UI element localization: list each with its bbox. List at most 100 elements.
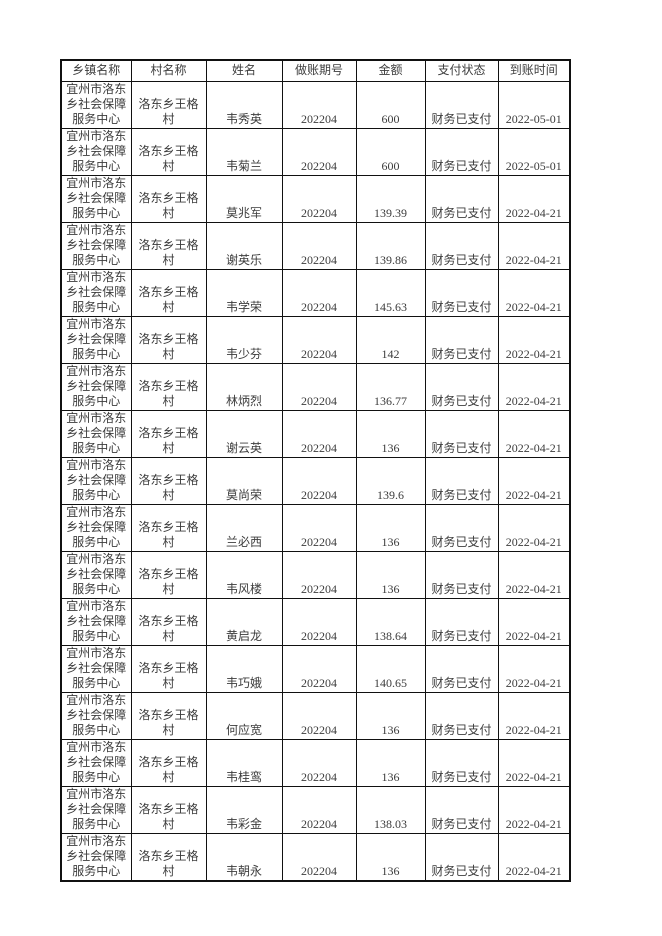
table-cell-status: 财务已支付 <box>424 833 499 882</box>
table-cell-township: 宜州市洛东乡社会保障服务中心 <box>60 363 132 411</box>
table-cell-date: 2022-04-21 <box>497 739 571 787</box>
table-cell-name: 林炳烈 <box>205 363 283 411</box>
table-cell-village: 洛东乡王格村 <box>130 363 207 411</box>
table-row: 宜州市洛东乡社会保障服务中心 洛东乡王格村 韦少芬 202204 142 财务已支付 202… <box>60 316 571 364</box>
table-cell-date: 2022-04-21 <box>497 598 571 646</box>
table-cell-period: 202204 <box>281 739 357 787</box>
table-cell-date: 2022-04-21 <box>497 645 571 693</box>
table-cell-amount: 136 <box>355 504 426 552</box>
table-cell-period: 202204 <box>281 457 357 505</box>
table-row: 宜州市洛东乡社会保障服务中心 洛东乡王格村 韦风楼 202204 136 财务已支付 202… <box>60 551 571 599</box>
table-cell-amount: 136 <box>355 692 426 740</box>
table-cell-status: 财务已支付 <box>424 128 499 176</box>
table-cell-village: 洛东乡王格村 <box>130 504 207 552</box>
table-cell-amount: 600 <box>355 81 426 129</box>
table-cell-township: 宜州市洛东乡社会保障服务中心 <box>60 833 132 882</box>
table-cell-township: 宜州市洛东乡社会保障服务中心 <box>60 222 132 270</box>
table-cell-amount: 138.64 <box>355 598 426 646</box>
table-row: 宜州市洛东乡社会保障服务中心 洛东乡王格村 韦朝永 202204 136 财务已支付 202… <box>60 833 571 882</box>
table-cell-period: 202204 <box>281 128 357 176</box>
table-row: 宜州市洛东乡社会保障服务中心 洛东乡王格村 韦秀英 202204 600 财务已支付 202… <box>60 81 571 129</box>
table-cell-village: 洛东乡王格村 <box>130 786 207 834</box>
table-cell-date: 2022-04-21 <box>497 363 571 411</box>
table-cell-period: 202204 <box>281 316 357 364</box>
table-cell-name: 韦彩金 <box>205 786 283 834</box>
table-row: 宜州市洛东乡社会保障服务中心 洛东乡王格村 黄启龙 202204 138.64 财务已支付… <box>60 598 571 646</box>
table-cell-village: 洛东乡王格村 <box>130 410 207 458</box>
column-header-status: 支付状态 <box>424 59 499 82</box>
table-row: 宜州市洛东乡社会保障服务中心 洛东乡王格村 何应宽 202204 136 财务已支付 202… <box>60 692 571 740</box>
table-cell-village: 洛东乡王格村 <box>130 739 207 787</box>
table-cell-date: 2022-04-21 <box>497 786 571 834</box>
table-cell-date: 2022-04-21 <box>497 551 571 599</box>
table-cell-name: 谢云英 <box>205 410 283 458</box>
table-cell-name: 韦朝永 <box>205 833 283 882</box>
table-cell-township: 宜州市洛东乡社会保障服务中心 <box>60 175 132 223</box>
table-cell-township: 宜州市洛东乡社会保障服务中心 <box>60 316 132 364</box>
table-cell-village: 洛东乡王格村 <box>130 645 207 693</box>
table-cell-name: 韦巧娥 <box>205 645 283 693</box>
table-cell-period: 202204 <box>281 504 357 552</box>
table-row: 宜州市洛东乡社会保障服务中心 洛东乡王格村 韦菊兰 202204 600 财务已支付 202… <box>60 128 571 176</box>
table-cell-amount: 136 <box>355 739 426 787</box>
table-cell-township: 宜州市洛东乡社会保障服务中心 <box>60 81 132 129</box>
table-cell-township: 宜州市洛东乡社会保障服务中心 <box>60 128 132 176</box>
table-cell-period: 202204 <box>281 786 357 834</box>
table-cell-township: 宜州市洛东乡社会保障服务中心 <box>60 739 132 787</box>
table-cell-name: 韦风楼 <box>205 551 283 599</box>
table-cell-date: 2022-04-21 <box>497 222 571 270</box>
table-cell-name: 黄启龙 <box>205 598 283 646</box>
table-cell-village: 洛东乡王格村 <box>130 222 207 270</box>
table-cell-village: 洛东乡王格村 <box>130 598 207 646</box>
table-cell-period: 202204 <box>281 645 357 693</box>
payment-records-table: 乡镇名称 村名称 姓名 做账期号 金额 支付状态 到账时间 宜州市洛东乡社会保障… <box>60 59 571 882</box>
table-cell-amount: 138.03 <box>355 786 426 834</box>
table-cell-date: 2022-04-21 <box>497 833 571 882</box>
table-cell-amount: 136 <box>355 551 426 599</box>
table-cell-date: 2022-04-21 <box>497 504 571 552</box>
table-cell-township: 宜州市洛东乡社会保障服务中心 <box>60 645 132 693</box>
table-cell-amount: 142 <box>355 316 426 364</box>
table-cell-name: 兰必西 <box>205 504 283 552</box>
table-cell-township: 宜州市洛东乡社会保障服务中心 <box>60 457 132 505</box>
table-cell-name: 韦桂鸾 <box>205 739 283 787</box>
table-cell-period: 202204 <box>281 833 357 882</box>
table-cell-status: 财务已支付 <box>424 175 499 223</box>
table-row: 宜州市洛东乡社会保障服务中心 洛东乡王格村 韦桂鸾 202204 136 财务已支付 202… <box>60 739 571 787</box>
table-cell-amount: 145.63 <box>355 269 426 317</box>
table-cell-township: 宜州市洛东乡社会保障服务中心 <box>60 598 132 646</box>
table-cell-name: 韦秀英 <box>205 81 283 129</box>
table-cell-village: 洛东乡王格村 <box>130 269 207 317</box>
table-cell-village: 洛东乡王格村 <box>130 175 207 223</box>
table-cell-status: 财务已支付 <box>424 692 499 740</box>
table-row: 宜州市洛东乡社会保障服务中心 洛东乡王格村 莫兆军 202204 139.39 财务已支付… <box>60 175 571 223</box>
table-cell-village: 洛东乡王格村 <box>130 692 207 740</box>
table-cell-township: 宜州市洛东乡社会保障服务中心 <box>60 504 132 552</box>
table-cell-period: 202204 <box>281 81 357 129</box>
table-cell-date: 2022-04-21 <box>497 410 571 458</box>
table-row: 宜州市洛东乡社会保障服务中心 洛东乡王格村 莫尚荣 202204 139.6 财务已支付 2… <box>60 457 571 505</box>
table-row: 宜州市洛东乡社会保障服务中心 洛东乡王格村 韦彩金 202204 138.03 财务已支付… <box>60 786 571 834</box>
table-cell-township: 宜州市洛东乡社会保障服务中心 <box>60 786 132 834</box>
table-cell-village: 洛东乡王格村 <box>130 551 207 599</box>
table-cell-status: 财务已支付 <box>424 222 499 270</box>
table-body: 宜州市洛东乡社会保障服务中心 洛东乡王格村 韦秀英 202204 600 财务已支付 202… <box>60 81 571 882</box>
table-cell-amount: 136 <box>355 410 426 458</box>
table-row: 宜州市洛东乡社会保障服务中心 洛东乡王格村 谢英乐 202204 139.86 财务已支付… <box>60 222 571 270</box>
table-cell-township: 宜州市洛东乡社会保障服务中心 <box>60 692 132 740</box>
table-cell-status: 财务已支付 <box>424 645 499 693</box>
table-cell-amount: 139.6 <box>355 457 426 505</box>
table-cell-date: 2022-05-01 <box>497 81 571 129</box>
column-header-amount: 金额 <box>355 59 426 82</box>
table-row: 宜州市洛东乡社会保障服务中心 洛东乡王格村 韦巧娥 202204 140.65 财务已支付… <box>60 645 571 693</box>
table-cell-status: 财务已支付 <box>424 598 499 646</box>
table-cell-township: 宜州市洛东乡社会保障服务中心 <box>60 410 132 458</box>
column-header-date: 到账时间 <box>497 59 571 82</box>
table-cell-township: 宜州市洛东乡社会保障服务中心 <box>60 269 132 317</box>
table-cell-date: 2022-04-21 <box>497 269 571 317</box>
table-cell-status: 财务已支付 <box>424 269 499 317</box>
table-cell-amount: 139.86 <box>355 222 426 270</box>
column-header-village: 村名称 <box>130 59 207 82</box>
table-cell-village: 洛东乡王格村 <box>130 128 207 176</box>
